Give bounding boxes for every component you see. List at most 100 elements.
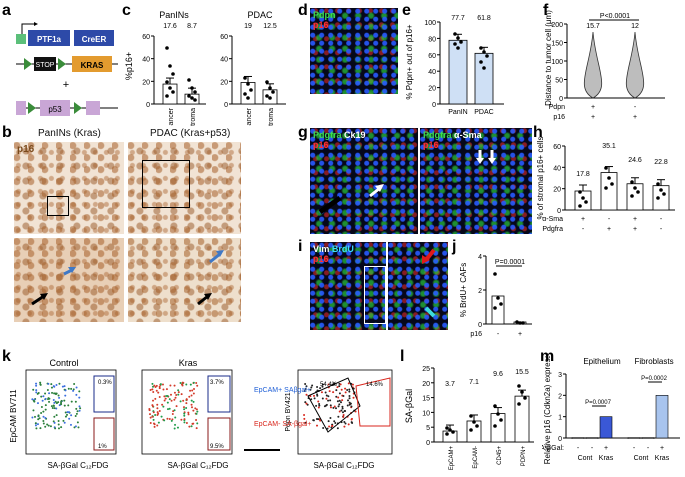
k-kras-event	[177, 393, 180, 396]
panel-label-c: c	[122, 2, 131, 19]
k-control-event	[60, 403, 63, 406]
j-pvalue: P=0.0001	[495, 259, 525, 266]
h-row2-value: -	[660, 226, 663, 233]
k-pdpn-event	[317, 406, 320, 409]
fluor-pdpn-p16: Pdpn p16	[310, 8, 398, 94]
l-ytick-label: 20	[422, 381, 430, 388]
m-ytick-label: 0	[558, 436, 562, 443]
k-control-event	[50, 405, 53, 408]
l-point	[496, 412, 500, 416]
h-point	[578, 190, 582, 194]
m-plot: 0 1 2 3 P=0.0007 P=0.0002 SA-βGal: - - + - - + Cont Kr…	[542, 372, 680, 462]
k-control-event	[75, 393, 78, 396]
k-control-event	[42, 415, 45, 418]
h-bar	[574, 190, 592, 211]
k-pdpn-event	[343, 425, 346, 428]
k-control-event	[55, 402, 58, 405]
k-control-event	[41, 399, 44, 402]
chart-f: Distance to tumor cell (μm) 0 50 100 150 200…	[545, 10, 665, 121]
k-pdpn-event	[338, 399, 341, 402]
k-pdpn-event	[336, 400, 339, 403]
k-control-event	[53, 401, 56, 404]
chart-l: SA-βGal 0 5 10 15 20 25 3.7 7.1 9.6 15.5 EpCAM+ EpC…	[404, 366, 534, 470]
k-pdpn-event	[304, 388, 307, 391]
k-pdpn-event	[347, 399, 350, 402]
k-control-event	[53, 407, 56, 410]
p53-flank-left	[16, 101, 26, 115]
c-left-point	[165, 46, 169, 50]
k-kras-event	[187, 411, 190, 414]
k-pdpn-gate-right	[355, 377, 391, 427]
e-ylabel: % Pdpn+ out of p16+	[405, 24, 414, 100]
fluor-vim-brdu: Vim BrdU p16	[310, 242, 386, 330]
l-value-label: 15.5	[515, 369, 529, 376]
m-title-left: Epithelium	[583, 357, 621, 366]
k-kras-event	[148, 408, 151, 411]
k-control-event	[37, 414, 40, 417]
h-ylabel: % of stromal p16+ cells	[536, 137, 545, 220]
k-control-event	[63, 399, 66, 402]
k-legend-top: EpCAM+ SAβgal+	[254, 387, 311, 394]
ptf1a-box	[28, 30, 70, 46]
k-kras-event	[169, 384, 172, 387]
k-kras-event	[169, 393, 172, 396]
k-control-event	[57, 419, 60, 422]
k-kras-event	[156, 414, 159, 417]
c-right-point	[271, 90, 275, 94]
k-control-event	[53, 421, 56, 424]
k-control-event	[64, 394, 67, 397]
k-control-event	[50, 383, 53, 386]
ihc-pdac-overview	[128, 142, 241, 234]
c-left-point	[193, 90, 197, 94]
k-kras-event	[193, 387, 196, 390]
k-kras-event	[149, 388, 152, 391]
l-ytick-label: 5	[426, 425, 430, 432]
k-control-event	[58, 396, 61, 399]
k-kras-event	[177, 389, 180, 392]
k-pdpn-event	[348, 395, 351, 398]
g-right-p16: p16	[423, 140, 439, 150]
k-pdpn-event	[327, 383, 330, 386]
k-kras-event	[165, 394, 168, 397]
k-control-event	[63, 421, 66, 424]
h-row1-value: -	[660, 216, 663, 223]
h-point	[636, 190, 640, 194]
j-bar	[491, 295, 505, 325]
k-control-event	[37, 418, 40, 421]
fluor-pdgfra-ck19: Pdgfra Ck19 p16	[310, 128, 418, 234]
k-control-event	[39, 383, 42, 386]
l-point	[517, 384, 521, 388]
panel-label-i: i	[298, 238, 303, 255]
k-control-event	[54, 393, 57, 396]
l-ytick-label: 25	[422, 366, 430, 373]
h-value-label: 22.8	[654, 159, 668, 166]
k-control-event	[48, 392, 51, 395]
k-kras-event	[180, 418, 183, 421]
l-ylabel: SA-βGal	[404, 389, 414, 423]
c-right-point	[243, 92, 247, 96]
k-kras-event	[173, 398, 176, 401]
h-ytick-label: 40	[553, 165, 561, 172]
k-pdpn-event	[341, 411, 344, 414]
k-kras-event	[149, 421, 152, 424]
d-pdpn-label: Pdpn	[313, 10, 336, 20]
k-pdpn-event	[321, 397, 324, 400]
k-kras-event	[152, 390, 155, 393]
e-ytick-label: 100	[424, 20, 436, 27]
k-kras-event	[163, 399, 166, 402]
m-bar	[655, 395, 669, 439]
k-control-event	[42, 422, 45, 425]
h-row1-label: α-Sma	[542, 216, 563, 223]
g-left-p16: p16	[313, 140, 329, 150]
j-plot: 0 2 4 P=0.0001 p16 - +	[470, 254, 532, 338]
k-title-control: Control	[49, 358, 78, 368]
c-left-ytick-label: 40	[142, 57, 150, 64]
c-left-value-label: 8.7	[187, 23, 197, 30]
k-pdpn-event	[316, 394, 319, 397]
l-point	[445, 432, 449, 436]
panel-label-h: h	[533, 124, 543, 141]
k-control-event	[53, 415, 56, 418]
k-control-event	[74, 400, 77, 403]
k-control-event	[35, 382, 38, 385]
k-pdpn-event	[335, 407, 338, 410]
